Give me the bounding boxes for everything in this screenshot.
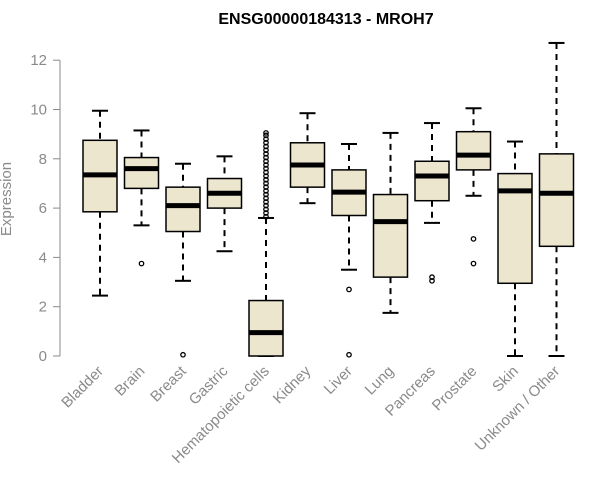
outlier-point [263, 147, 269, 154]
chart-title: ENSG00000184313 - MROH7 [218, 11, 433, 28]
y-tick-label: 6 [39, 200, 47, 217]
outlier-point [180, 351, 186, 358]
iqr-box [165, 186, 201, 233]
outlier-point [263, 173, 269, 179]
iqr-box [455, 130, 492, 171]
x-tick-label: Bladder [58, 363, 107, 412]
outlier-point [429, 277, 435, 284]
box-unknown-other [538, 41, 575, 357]
box-skin [497, 140, 533, 357]
box-bladder [82, 109, 118, 297]
outlier-point [470, 260, 477, 267]
x-tick-label: Prostate [429, 363, 481, 415]
outlier-point [263, 184, 269, 190]
x-tick-label: Brain [112, 363, 149, 400]
y-tick-label: 2 [39, 299, 47, 316]
y-axis: 0 2 4 6 8 10 12 [30, 52, 61, 365]
box-prostate [455, 107, 492, 267]
outlier-point [263, 139, 269, 146]
outlier-point [263, 162, 269, 168]
outlier-point [263, 143, 269, 150]
outlier-point [263, 136, 269, 142]
outlier-point [263, 213, 269, 220]
y-tick-label: 8 [39, 151, 47, 168]
box-hematopoietic-cells [248, 130, 284, 357]
box-breast [165, 162, 201, 358]
iqr-box [248, 299, 284, 357]
box-gastric [206, 155, 243, 253]
outlier-point [263, 165, 269, 172]
box-lung [372, 131, 409, 314]
x-tick-label: Skin [489, 363, 522, 396]
box-kidney [289, 112, 326, 205]
outlier-point [263, 199, 269, 205]
outlier-point [263, 195, 269, 202]
x-tick-label: Liver [321, 363, 356, 398]
outlier-point [263, 210, 269, 216]
outlier-point [263, 132, 269, 139]
boxes [82, 41, 575, 358]
y-tick-label: 4 [39, 249, 47, 266]
outlier-point [263, 158, 269, 165]
outlier-point [138, 260, 145, 267]
y-axis-label: Expression [0, 162, 15, 236]
outlier-point [346, 351, 352, 358]
outlier-point [263, 154, 269, 161]
outlier-point [263, 202, 269, 209]
outlier-point [263, 180, 269, 187]
outlier-point [263, 187, 269, 194]
outlier-point [263, 206, 269, 213]
y-tick-label: 10 [30, 102, 47, 119]
y-tick-label: 12 [30, 52, 47, 69]
iqr-box [538, 153, 575, 248]
outlier-point [263, 169, 269, 176]
outlier-point [263, 151, 269, 157]
iqr-box [123, 156, 160, 190]
outlier-point [470, 236, 477, 242]
outlier-point [346, 286, 352, 293]
x-tick-label: Lung [362, 363, 398, 399]
outlier-point [263, 176, 269, 183]
box-pancreas [414, 122, 450, 284]
outlier-point [263, 130, 269, 136]
iqr-box [414, 160, 450, 202]
y-tick-label: 0 [39, 348, 47, 365]
iqr-box [372, 193, 409, 278]
x-tick-label: Kidney [270, 362, 315, 407]
outlier-point [429, 274, 435, 280]
box-brain [123, 129, 160, 267]
x-tick-label: Breast [147, 362, 190, 405]
outlier-point [263, 191, 269, 198]
box-liver [331, 143, 367, 358]
